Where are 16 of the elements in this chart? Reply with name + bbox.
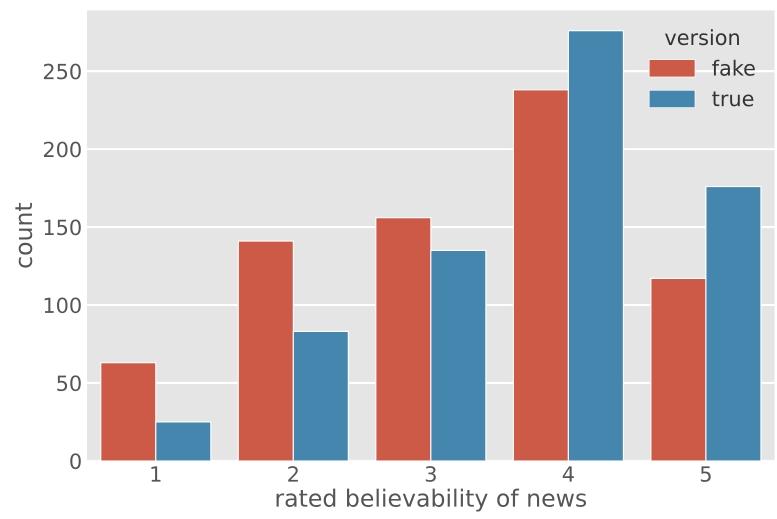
legend-label: true	[712, 91, 754, 106]
x-tick-label: 4	[562, 466, 574, 482]
legend-label: fake	[712, 60, 755, 76]
y-tick-label: 150	[44, 220, 81, 236]
y-tick-label: 50	[57, 375, 81, 392]
y-tick-label: 200	[44, 142, 81, 158]
y-axis-title: count	[15, 202, 32, 268]
y-tick-label: 100	[44, 297, 81, 314]
x-tick-label: 2	[288, 466, 298, 482]
x-tick-label: 5	[700, 466, 711, 482]
x-tick-label: 1	[151, 466, 160, 482]
y-tick-label: 250	[44, 64, 81, 80]
x-axis-title: rated believability of news	[276, 488, 586, 512]
legend-title: version	[665, 29, 739, 46]
y-tick-label: 0	[70, 453, 81, 470]
x-tick-label: 3	[426, 466, 436, 482]
